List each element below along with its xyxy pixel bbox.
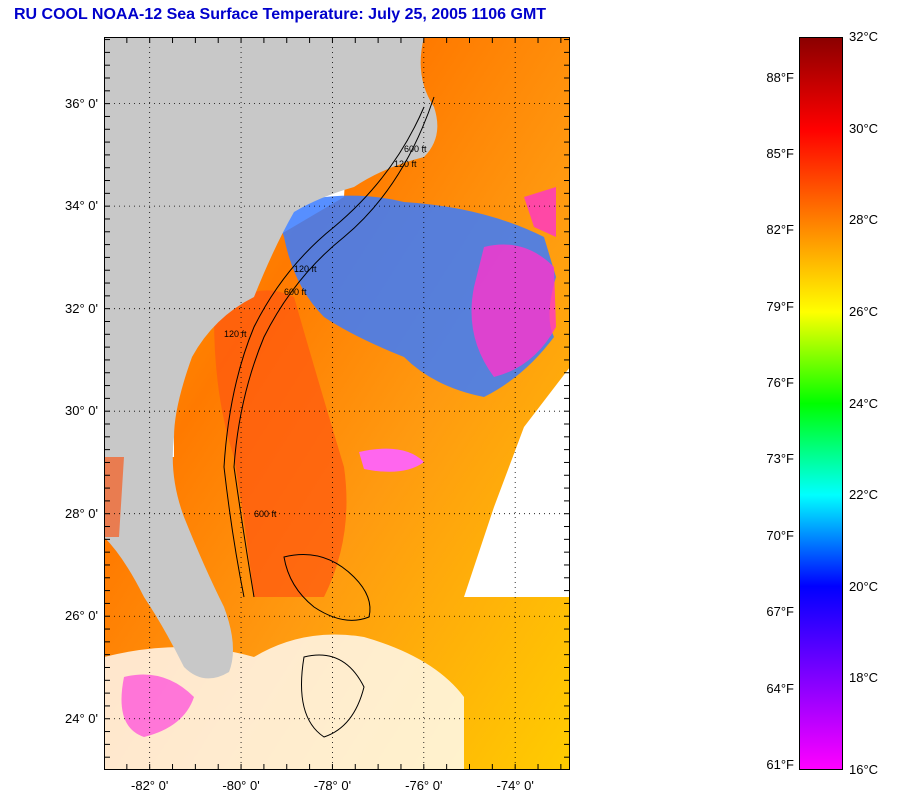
- fahrenheit-label: 85°F: [766, 146, 794, 162]
- lat-label: 28° 0': [65, 505, 98, 521]
- fahrenheit-label: 61°F: [766, 756, 794, 772]
- fahrenheit-label: 76°F: [766, 375, 794, 391]
- coldest-water-region: [471, 244, 556, 377]
- lon-label: -82° 0': [131, 778, 169, 793]
- lon-label: -74° 0': [496, 778, 534, 793]
- contour-label: 600 ft: [404, 144, 427, 154]
- celsius-label: 26°C: [849, 303, 879, 319]
- lat-label: 30° 0': [65, 403, 98, 419]
- map-title: RU COOL NOAA-12 Sea Surface Temperature:…: [14, 6, 547, 23]
- celsius-label: 24°C: [849, 395, 879, 411]
- sst-map: 120 ft 600 ft 120 ft 600 ft 120 ft 600 f…: [104, 37, 570, 770]
- fahrenheit-label: 79°F: [766, 298, 794, 314]
- celsius-label: 16°C: [849, 762, 879, 777]
- lat-label: 34° 0': [65, 198, 98, 214]
- bathymetry-contour-120ft: [223, 106, 425, 598]
- lat-label: 26° 0': [65, 608, 98, 624]
- map-border: [104, 37, 570, 770]
- celsius-label: 18°C: [849, 670, 879, 686]
- fahrenheit-label: 82°F: [766, 222, 794, 238]
- fahrenheit-label: 67°F: [766, 604, 794, 620]
- contour-label: 120 ft: [294, 264, 317, 274]
- contour-label: 600 ft: [254, 509, 277, 519]
- cold-patch-central: [359, 448, 424, 472]
- celsius-label: 30°C: [849, 120, 879, 136]
- gulf-stream-core: [214, 290, 347, 597]
- lat-label: 32° 0': [65, 300, 98, 316]
- celsius-label: 28°C: [849, 212, 879, 228]
- celsius-label: 32°C: [849, 29, 879, 44]
- fahrenheit-label: 70°F: [766, 527, 794, 543]
- gulf-warm-strip: [104, 457, 124, 537]
- celsius-label: 22°C: [849, 487, 879, 503]
- bahamas-bank-outline: [283, 554, 371, 621]
- cold-patch-ne: [524, 187, 556, 237]
- lat-label: 24° 0': [65, 710, 98, 726]
- land-florida: [104, 437, 233, 679]
- cold-patch-keys: [121, 674, 194, 737]
- contour-label: 120 ft: [394, 159, 417, 169]
- celsius-label: 20°C: [849, 578, 879, 594]
- contour-label: 120 ft: [224, 329, 247, 339]
- land-carolinas-georgia: [104, 37, 438, 437]
- fahrenheit-label: 73°F: [766, 451, 794, 467]
- lon-label: -76° 0': [405, 778, 443, 793]
- lon-label: -80° 0': [222, 778, 260, 793]
- sst-map-svg: 120 ft 600 ft 120 ft 600 ft 120 ft 600 f…: [104, 37, 570, 770]
- lon-label: -78° 0': [313, 778, 352, 793]
- bathymetry-contour-600ft: [233, 96, 435, 598]
- fahrenheit-label: 88°F: [766, 69, 794, 85]
- lat-label: 36° 0': [65, 95, 98, 111]
- contour-label: 600 ft: [284, 287, 307, 297]
- fahrenheit-label: 64°F: [766, 680, 794, 696]
- temperature-colorbar: [799, 37, 843, 770]
- bahamas-outline-south: [301, 654, 365, 738]
